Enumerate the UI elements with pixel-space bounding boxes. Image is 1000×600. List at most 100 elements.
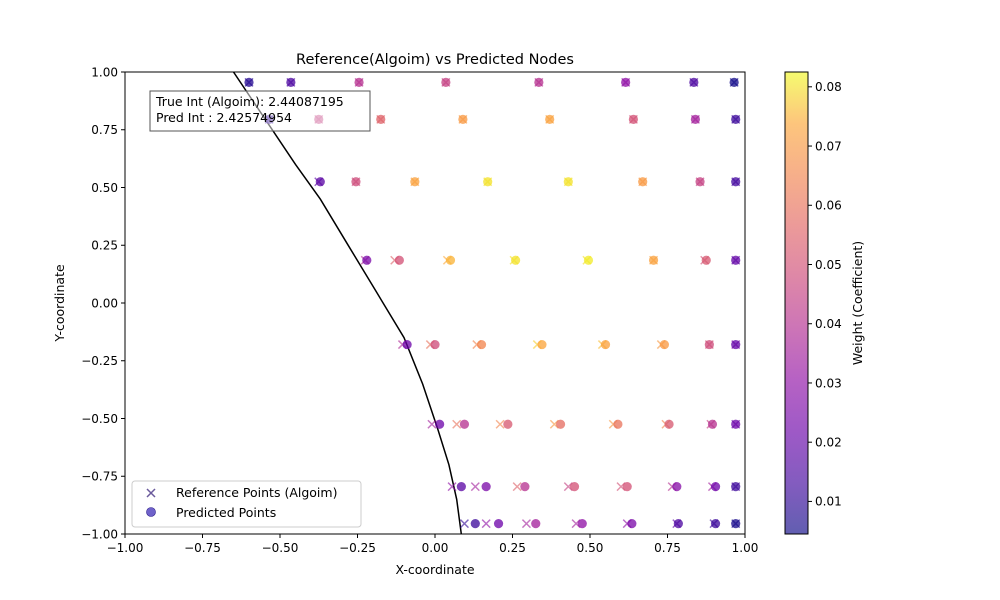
predicted-point (354, 77, 364, 87)
predicted-point (701, 255, 711, 265)
predicted-point (622, 482, 632, 492)
predicted-point (481, 482, 491, 492)
predicted-point (600, 339, 611, 350)
colorbar-tick-label: 0.07 (815, 139, 842, 153)
y-tick-label: 0.25 (91, 239, 118, 253)
predicted-point (459, 419, 470, 429)
y-tick-label: −0.25 (81, 354, 118, 368)
predicted-point (731, 339, 741, 350)
reference-point (459, 519, 469, 529)
predicted-point (729, 77, 739, 87)
predicted-point (731, 177, 741, 187)
predicted-point (583, 255, 594, 265)
predicted-point (286, 77, 296, 87)
predicted-point (445, 255, 456, 265)
x-tick-label: −0.50 (262, 541, 299, 555)
true-integral-text: True Int (Algoim): 2.44087195 (155, 94, 344, 109)
colorbar-tick-label: 0.02 (815, 435, 842, 449)
predicted-point (613, 419, 623, 429)
predicted-point (537, 339, 547, 350)
predicted-point (695, 177, 705, 187)
legend-predicted-label: Predicted Points (176, 505, 276, 520)
reference-point (452, 419, 462, 429)
predicted-point (531, 519, 541, 529)
reference-point (470, 482, 480, 492)
predicted-point (456, 482, 466, 492)
colorbar-tick-label: 0.03 (815, 376, 842, 390)
predicted-point (628, 114, 639, 124)
colorbar-tick-label: 0.06 (815, 199, 842, 213)
x-tick-label: −0.75 (184, 541, 221, 555)
predicted-point (563, 177, 573, 187)
y-tick-label: −0.75 (81, 470, 118, 484)
x-tick-label: 0.75 (654, 541, 681, 555)
predicted-point (510, 255, 521, 265)
predicted-point (731, 114, 741, 124)
predicted-point (731, 255, 741, 265)
chart-title: Reference(Algoim) vs Predicted Nodes (296, 52, 574, 68)
predicted-point (476, 339, 487, 350)
predicted-point (627, 519, 637, 529)
predicted-point (493, 519, 504, 529)
y-tick-label: −0.50 (81, 412, 118, 426)
predicted-point (534, 77, 544, 87)
predicted-point (410, 177, 420, 187)
predicted-point (731, 482, 741, 492)
predicted-point (638, 177, 648, 187)
pred-integral-text: Pred Int : 2.42574954 (156, 110, 292, 125)
predicted-point (569, 482, 580, 492)
legend-reference-label: Reference Points (Algoim) (176, 485, 337, 500)
y-tick-label: 0.50 (91, 181, 118, 195)
predicted-point (441, 77, 451, 87)
predicted-point (483, 177, 493, 187)
x-tick-label: 1.00 (732, 541, 759, 555)
y-tick-label: −1.00 (81, 527, 118, 541)
predicted-point (376, 114, 386, 124)
legend-box (131, 480, 362, 528)
x-axis-label: X-coordinate (395, 562, 474, 577)
plot-area (125, 72, 745, 534)
predicted-point (315, 177, 325, 187)
predicted-point (704, 339, 714, 350)
colorbar-label: Weight (Coefficient) (850, 241, 865, 365)
colorbar-tick-label: 0.04 (815, 317, 842, 331)
predicted-point (577, 519, 587, 529)
annotation-box (149, 90, 371, 132)
x-tick-label: −0.25 (339, 541, 376, 555)
predicted-point (503, 419, 513, 429)
predicted-point (672, 482, 682, 492)
predicted-point (648, 255, 659, 265)
colorbar (784, 71, 809, 535)
y-axis-label: Y-coordinate (52, 264, 67, 343)
legend: Reference Points (Algoim) Predicted Poin… (131, 480, 362, 528)
predicted-point (659, 339, 670, 350)
x-tick-label: 0.50 (577, 541, 604, 555)
integral-annotation: True Int (Algoim): 2.44087195 Pred Int :… (149, 90, 371, 132)
predicted-point (555, 419, 566, 429)
predicted-point (731, 519, 741, 529)
predicted-point (351, 177, 361, 187)
predicted-point (402, 339, 412, 350)
predicted-point (731, 419, 741, 429)
reference-point (427, 419, 437, 429)
predicted-point (394, 255, 404, 265)
predicted-point (673, 519, 683, 529)
predicted-point (690, 114, 701, 124)
colorbar-tick-label: 0.01 (815, 495, 842, 509)
legend-predicted-marker (146, 507, 156, 517)
predicted-point (710, 519, 721, 529)
predicted-point (689, 77, 699, 87)
reference-point (495, 419, 505, 429)
predicted-point (520, 482, 530, 492)
predicted-point (458, 114, 468, 124)
predicted-point (362, 255, 372, 265)
y-tick-label: 0.75 (91, 123, 118, 137)
predicted-point (244, 77, 254, 87)
predicted-point (710, 482, 721, 492)
predicted-point (707, 419, 718, 429)
colorbar-tick-label: 0.08 (815, 80, 842, 94)
x-tick-label: −1.00 (107, 541, 144, 555)
predicted-point (435, 419, 445, 429)
y-tick-label: 0.00 (91, 296, 118, 310)
legend-reference-marker (146, 488, 156, 498)
